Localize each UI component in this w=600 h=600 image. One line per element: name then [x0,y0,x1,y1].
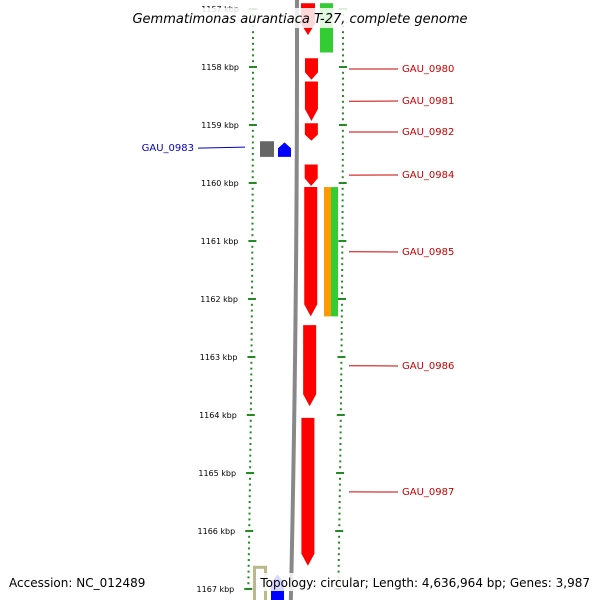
ruler-label: 1165 kbp [198,469,236,478]
ruler-label: 1159 kbp [201,121,239,130]
feature-track [253,3,338,600]
right-ruler [334,8,347,590]
ruler-label: 1158 kbp [201,63,239,72]
gene-label-gau_0981[interactable]: GAU_0981 [402,96,454,107]
gene-callouts: GAU_0980 GAU_0981 GAU_0982 GAU_0983 GAU_0984… [142,64,455,498]
ruler-label: 1162 kbp [200,295,238,304]
gene-gau_0987[interactable] [301,417,315,566]
ruler-label: 1164 kbp [199,411,237,420]
gene-gau_0981[interactable] [304,81,318,121]
map-title: Gemmatimonas aurantiaca T-27, complete g… [132,12,467,27]
gene-gau_0983[interactable] [260,141,274,157]
feature-green-cds-fwd-2[interactable] [331,187,338,317]
gene-label-gau_0980[interactable]: GAU_0980 [402,64,454,75]
footer-right-backdrop [257,573,594,591]
ruler-label: 1160 kbp [201,179,239,188]
gene-gau_0986[interactable] [303,325,317,407]
gene-label-gau_0984[interactable]: GAU_0984 [402,170,454,181]
ruler-label: 1161 kbp [201,237,239,246]
gene-label-gau_0983[interactable]: GAU_0983 [142,143,194,154]
gene-label-gau_0986[interactable]: GAU_0986 [402,361,454,372]
gene-label-gau_0985[interactable]: GAU_0985 [402,247,454,258]
footer-left-backdrop [4,573,156,591]
ruler-label: 1167 kbp [197,585,235,594]
gene-gau_0984[interactable] [304,164,318,186]
topology-text: Topology: circular; Length: 4,636,964 bp… [259,576,590,590]
callout-line [197,146,246,149]
ruler-label: 1163 kbp [200,353,238,362]
gene-gau_0982[interactable] [304,123,318,141]
feature-blue-gene-rev[interactable] [278,142,291,157]
gene-label-gau_0987[interactable]: GAU_0987 [402,487,454,498]
accession-text: Accession: NC_012489 [9,576,145,590]
feature-orange-cds-fwd-1[interactable] [324,187,331,317]
title-backdrop [118,8,482,28]
gene-gau_0980[interactable] [304,58,318,80]
genome-backbone [288,0,299,600]
ruler-label: 1166 kbp [198,527,236,536]
gene-gau_0985[interactable] [304,187,318,317]
gene-label-gau_0982[interactable]: GAU_0982 [402,127,454,138]
